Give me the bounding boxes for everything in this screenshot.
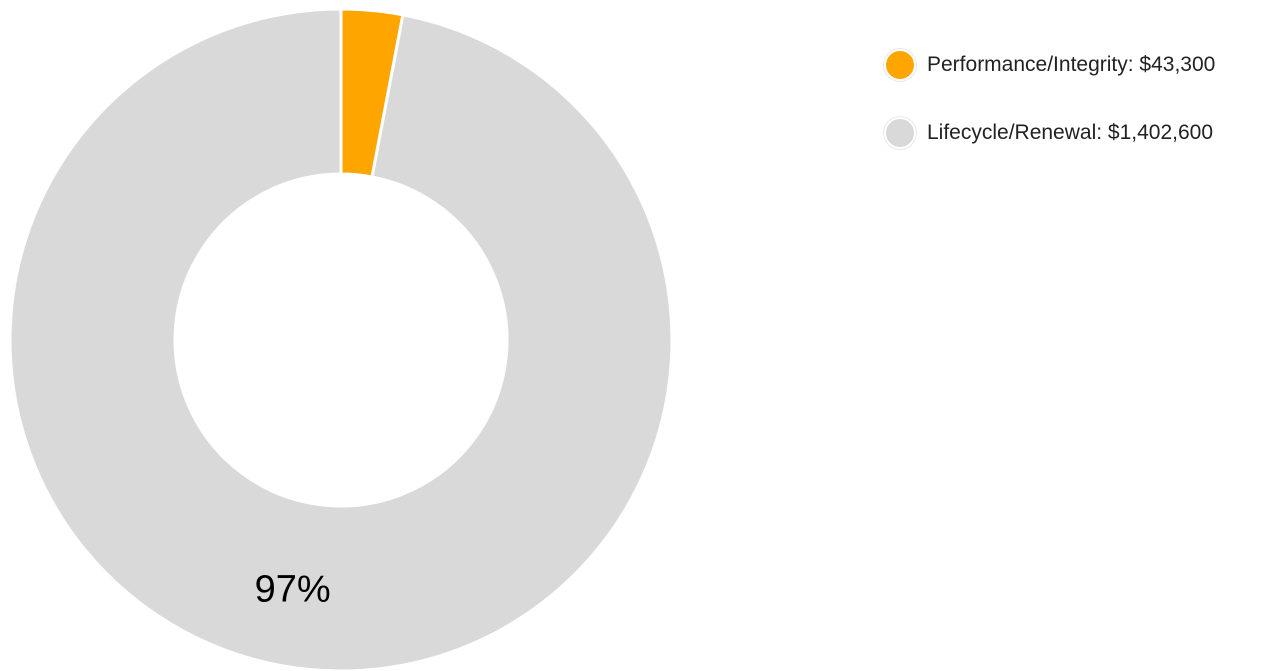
legend-item-performance-integrity[interactable]: Performance/Integrity: $43,300 (884, 44, 1215, 86)
chart-legend: Performance/Integrity: $43,300 Lifecycle… (884, 44, 1215, 180)
legend-swatch-performance-integrity (884, 49, 916, 81)
slice-label-lifecycle-renewal: 97% (255, 568, 331, 610)
legend-label-performance-integrity: Performance/Integrity: $43,300 (927, 53, 1216, 76)
donut-slices (8, 7, 674, 671)
legend-item-lifecycle-renewal[interactable]: Lifecycle/Renewal: $1,402,600 (884, 112, 1215, 154)
slice-lifecycle-renewal[interactable] (8, 7, 674, 671)
legend-label-lifecycle-renewal: Lifecycle/Renewal: $1,402,600 (927, 121, 1214, 144)
legend-swatch-lifecycle-renewal (884, 117, 916, 149)
donut-slice-labels: 97% (255, 568, 331, 610)
